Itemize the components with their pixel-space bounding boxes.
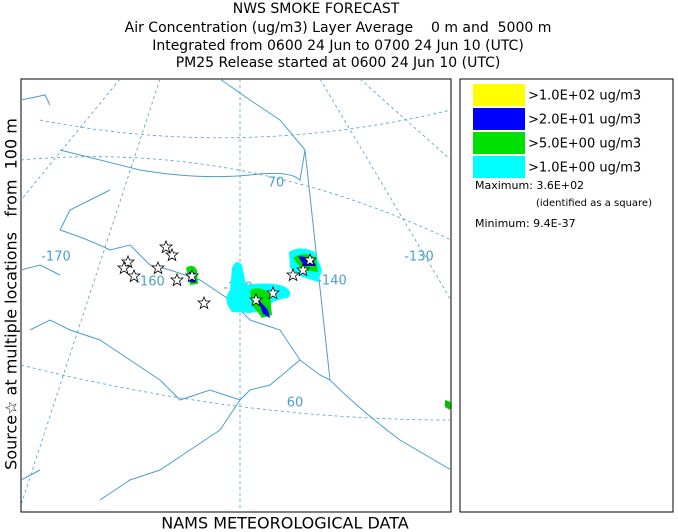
- legend-swatch: [473, 132, 525, 154]
- title: NWS SMOKE FORECAST: [233, 1, 400, 17]
- graticule-label: 70: [268, 176, 285, 191]
- plume: [226, 262, 291, 313]
- graticule: [21, 156, 451, 241]
- subtitle: PM25 Release started at 0600 24 Jun 10 (…: [176, 55, 501, 71]
- graticule: [319, 79, 451, 301]
- legend-label: >1.0E+00 ug/m3: [528, 161, 641, 176]
- maximum-note: (identified as a square): [536, 198, 652, 209]
- legend-label: >5.0E+00 ug/m3: [528, 137, 641, 152]
- graticule-label: -130: [404, 250, 434, 265]
- minimum: Minimum: 9.4E-37: [475, 217, 576, 230]
- footer: NAMS METEOROLOGICAL DATA: [161, 514, 409, 532]
- coastline: [21, 79, 451, 501]
- legend-swatch: [473, 108, 525, 130]
- subtitle: Air Concentration (ug/m3) Layer Average …: [125, 20, 552, 36]
- graticule: [21, 364, 451, 421]
- graticule-label: -170: [41, 250, 71, 265]
- plume: [445, 400, 451, 410]
- plume: [257, 298, 270, 318]
- subtitle: Integrated from 0600 24 Jun to 0700 24 J…: [152, 38, 524, 54]
- legend-swatch: [473, 156, 525, 178]
- side-label: Source☆ at multiple locations from 100 m: [2, 118, 21, 470]
- graticule: [39, 109, 451, 139]
- maximum: Maximum: 3.6E+02: [475, 179, 584, 192]
- legend-label: >2.0E+01 ug/m3: [528, 113, 641, 128]
- map: -170 -160 -150 -140 -130 70 60: [20, 78, 452, 513]
- graticule: [21, 79, 161, 506]
- graticule: [21, 79, 121, 201]
- legend: >1.0E+02 ug/m3 >2.0E+01 ug/m3 >5.0E+00 ug/…: [459, 78, 674, 513]
- legend-label: >1.0E+02 ug/m3: [528, 89, 641, 104]
- graticule-label: -140: [317, 274, 347, 289]
- graticule-label: 60: [287, 396, 304, 411]
- legend-swatch: [473, 84, 525, 106]
- graticule-label: -160: [135, 275, 165, 290]
